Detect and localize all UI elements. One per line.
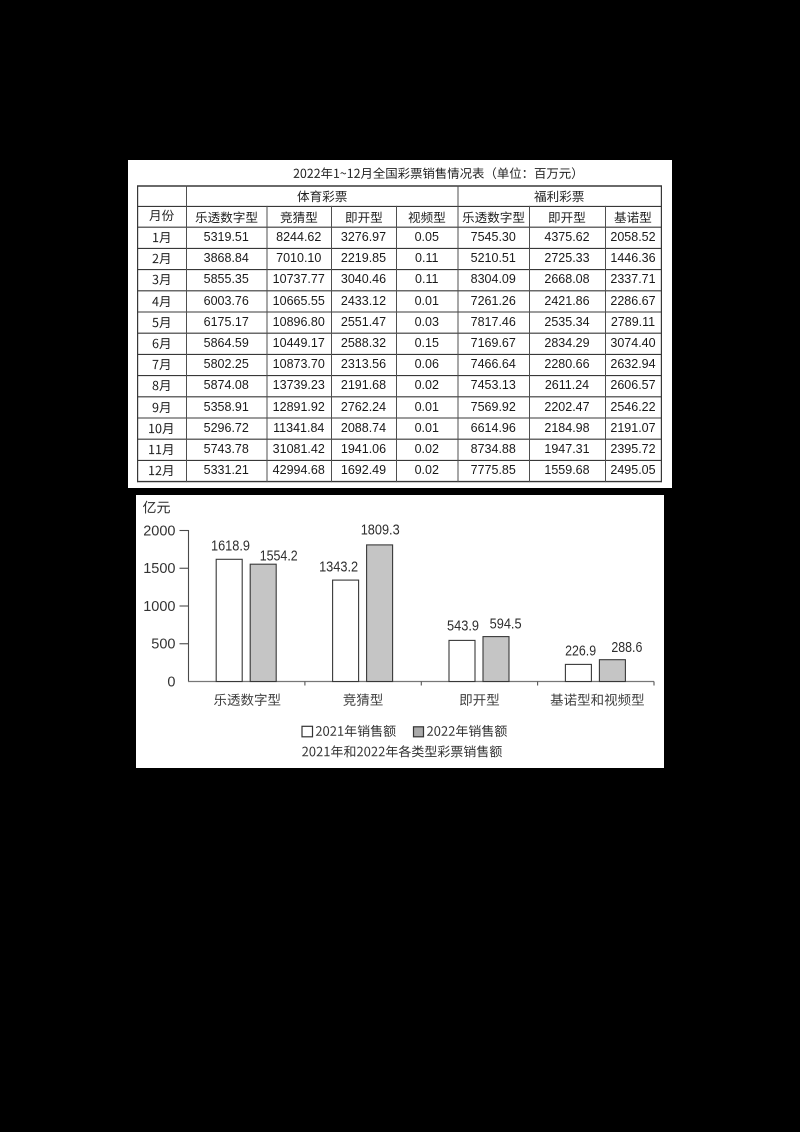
svg-text:2000: 2000 xyxy=(143,523,175,539)
svg-text:1809.3: 1809.3 xyxy=(361,523,400,539)
svg-text:500: 500 xyxy=(151,637,175,653)
svg-text:1500: 1500 xyxy=(143,561,175,577)
svg-text:226.9: 226.9 xyxy=(565,643,596,659)
svg-text:594.5: 594.5 xyxy=(490,617,522,633)
svg-text:0: 0 xyxy=(167,674,175,690)
svg-text:1554.2: 1554.2 xyxy=(260,548,298,564)
svg-text:1618.9: 1618.9 xyxy=(211,538,250,554)
svg-text:543.9: 543.9 xyxy=(447,619,479,635)
svg-text:1000: 1000 xyxy=(143,599,175,615)
svg-text:288.6: 288.6 xyxy=(611,640,642,656)
svg-text:1343.2: 1343.2 xyxy=(319,560,358,576)
